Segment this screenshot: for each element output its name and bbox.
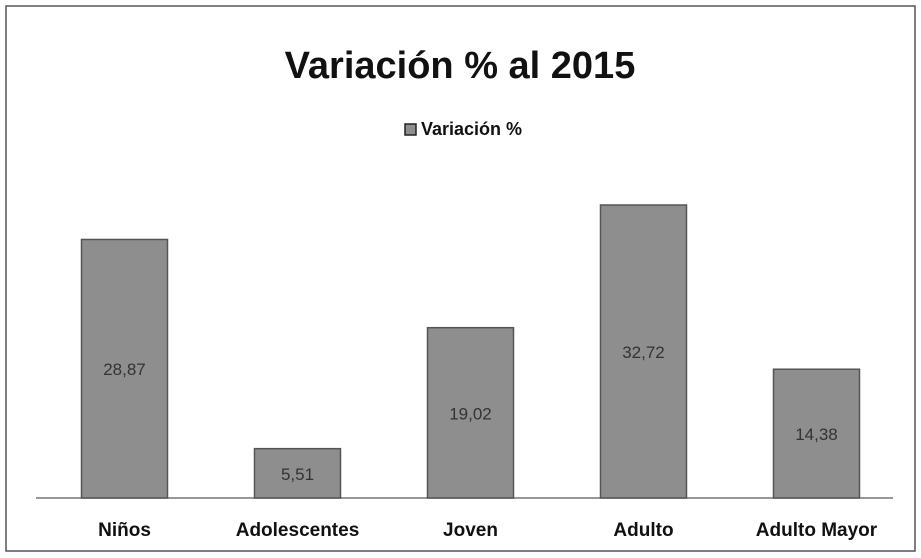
bar: [772, 368, 861, 499]
bar: [426, 326, 515, 499]
bar: [253, 447, 342, 499]
x-tick-label: Joven: [443, 520, 498, 541]
legend-swatch: [404, 123, 417, 136]
bar: [80, 238, 169, 499]
x-tick-label: Adulto: [613, 520, 673, 541]
chart-title: Variación % al 2015: [285, 45, 636, 87]
data-label: 5,51: [281, 465, 314, 484]
data-label: 19,02: [449, 404, 492, 423]
legend-label: Variación %: [421, 119, 522, 139]
data-label: 14,38: [795, 425, 838, 444]
data-label: 32,72: [622, 343, 665, 362]
x-tick-label: Adolescentes: [236, 520, 360, 541]
bar: [599, 204, 688, 499]
x-tick-label: Adulto Mayor: [756, 520, 878, 541]
x-tick-label: Niños: [98, 520, 151, 541]
data-label: 28,87: [103, 360, 146, 379]
